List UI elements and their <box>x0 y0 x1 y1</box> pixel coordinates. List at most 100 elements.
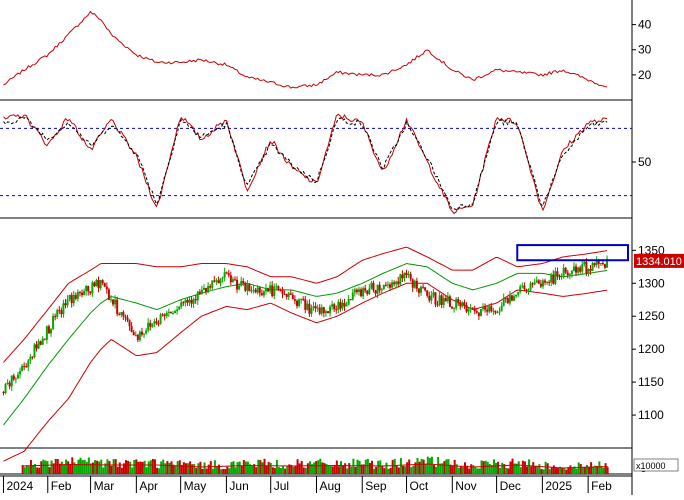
candle-body <box>473 308 476 312</box>
candle-body <box>448 296 451 307</box>
candle-body <box>386 284 389 286</box>
volume-bar <box>308 461 311 474</box>
candle-body <box>221 277 224 279</box>
candle-body <box>132 332 135 336</box>
volume-bar <box>331 466 334 474</box>
volume-bar <box>81 460 84 474</box>
volume-bar <box>50 460 53 474</box>
candle-body <box>548 281 551 283</box>
candle-body <box>258 287 261 294</box>
candle-body <box>393 282 396 285</box>
volume-bar <box>507 468 510 474</box>
candle-body <box>364 288 367 291</box>
volume-bar <box>261 462 264 474</box>
candle-body <box>43 338 46 340</box>
candle-body <box>143 333 146 335</box>
highlight-box <box>516 244 629 262</box>
candle-body <box>591 263 594 271</box>
candle-body <box>163 314 166 317</box>
volume-bar <box>158 468 161 474</box>
volume-bar <box>387 468 390 474</box>
candle-body <box>72 294 75 304</box>
candle-body <box>556 271 559 277</box>
volume-bar <box>594 465 597 474</box>
volume-bar <box>27 466 30 474</box>
candle-body <box>101 280 104 284</box>
volume-bar <box>46 461 49 474</box>
volume-bar <box>478 468 481 474</box>
volume-bar <box>375 466 378 474</box>
volume-bar <box>370 460 373 474</box>
volume-bar <box>180 464 183 474</box>
candle-body <box>182 302 185 304</box>
candle-body <box>546 281 549 283</box>
volume-bar <box>87 457 90 474</box>
volume-bar <box>449 464 452 474</box>
y-tick-label: 40 <box>638 18 652 32</box>
volume-bar <box>102 467 105 474</box>
volume-bar <box>79 457 82 474</box>
candle-body <box>93 282 96 287</box>
volume-bar <box>511 458 514 474</box>
volume-bar <box>339 461 342 474</box>
x-tick-label: Aug <box>319 479 340 493</box>
candle-body <box>66 299 69 306</box>
volume-bar <box>443 461 446 474</box>
candle-body <box>333 304 336 310</box>
volume-bar <box>197 463 200 474</box>
volume-bar <box>108 461 111 474</box>
volume-bar <box>581 467 584 474</box>
volume-bar <box>474 466 477 474</box>
volume-bar <box>439 463 442 474</box>
candle-body <box>68 295 71 300</box>
volume-bar <box>220 469 223 474</box>
volume-bar <box>125 460 128 474</box>
candle-body <box>382 284 385 290</box>
volume-bar <box>490 465 493 474</box>
volume-bar <box>294 466 297 474</box>
candle-body <box>202 287 205 290</box>
volume-bar <box>461 467 464 474</box>
candle-body <box>465 304 468 312</box>
y-tick-label: 1150 <box>638 375 664 389</box>
volume-bar <box>399 458 402 474</box>
volume-bar <box>600 465 603 474</box>
candle-body <box>225 272 228 274</box>
candle-body <box>231 279 234 283</box>
volume-bar <box>495 462 498 474</box>
volume-bar <box>265 465 268 474</box>
volume-bar <box>160 461 163 474</box>
volume-bar <box>85 461 88 474</box>
candle-body <box>341 302 344 309</box>
volume-bar <box>412 465 415 474</box>
volume-bar <box>94 460 97 474</box>
candle-body <box>510 295 513 301</box>
volume-bar <box>75 463 78 474</box>
volume-bar <box>42 459 45 474</box>
candle-body <box>165 312 168 317</box>
candle-body <box>479 309 482 317</box>
candle-body <box>539 283 542 287</box>
candle-body <box>312 306 315 309</box>
volume-bar <box>207 464 210 474</box>
volume-bar <box>44 460 47 474</box>
candle-body <box>477 312 480 317</box>
volume-bar <box>435 466 438 474</box>
volume-bar <box>176 461 179 474</box>
candle-body <box>426 290 429 296</box>
candle-body <box>378 284 381 291</box>
candle-body <box>372 282 375 291</box>
candle-body <box>589 269 592 271</box>
candle-body <box>568 274 571 276</box>
candle-body <box>37 341 40 349</box>
candle-body <box>219 278 222 284</box>
volume-bar <box>604 463 607 474</box>
volume-bar <box>358 460 361 474</box>
candle-body <box>484 306 487 310</box>
candle-body <box>283 293 286 295</box>
candle-body <box>322 307 325 314</box>
volume-bar <box>391 460 394 474</box>
volume-bar <box>459 466 462 474</box>
volume-bar <box>315 461 318 474</box>
volume-bar <box>441 463 444 474</box>
